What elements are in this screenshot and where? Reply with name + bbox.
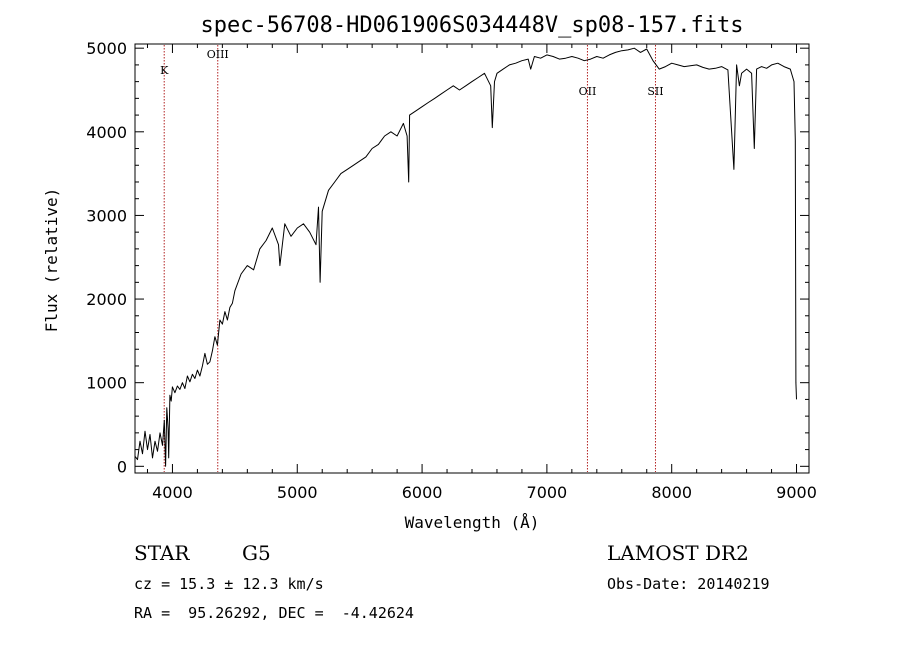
x-tick-label: 5000: [277, 483, 318, 502]
y-tick-label: 1000: [86, 374, 127, 393]
y-tick-label: 0: [117, 457, 127, 476]
object-subclass: G5: [242, 541, 271, 565]
y-tick-label: 3000: [86, 206, 127, 225]
x-tick-label: 7000: [527, 483, 568, 502]
line-label-oiii: OIII: [207, 48, 229, 61]
line-label-sii: SII: [647, 85, 663, 98]
series-layer: [134, 47, 797, 467]
survey-label: LAMOST DR2: [607, 541, 749, 565]
x-tick-label: 8000: [651, 483, 692, 502]
obs-date: Obs-Date: 20140219: [607, 575, 770, 593]
x-tick-label: 6000: [402, 483, 443, 502]
spectrum-series-line: [134, 47, 797, 467]
chart-title: spec-56708-HD061906S034448V_sp08-157.fit…: [200, 13, 743, 38]
y-axis-label: Flux (relative): [42, 188, 61, 333]
x-axis-ticks: 4000 5000 6000 7000 8000 9000: [146, 44, 817, 502]
y-tick-label: 4000: [86, 123, 127, 142]
line-label-oii: OII: [579, 85, 597, 98]
y-axis-ticks: 0 1000 2000 3000 4000 5000: [86, 39, 809, 476]
x-axis-label: Wavelength (Å): [405, 513, 540, 532]
line-markers: K OIII OII SII: [160, 45, 664, 472]
x-tick-label: 9000: [776, 483, 817, 502]
line-label-k: K: [160, 64, 169, 77]
x-tick-label: 4000: [152, 483, 193, 502]
y-tick-label: 2000: [86, 290, 127, 309]
coordinates: RA = 95.26292, DEC = -4.42624: [134, 604, 414, 622]
plot-frame: [134, 43, 810, 474]
y-tick-label: 5000: [86, 39, 127, 58]
redshift-info: cz = 15.3 ± 12.3 km/s: [134, 575, 324, 593]
object-class: STAR: [134, 541, 190, 565]
